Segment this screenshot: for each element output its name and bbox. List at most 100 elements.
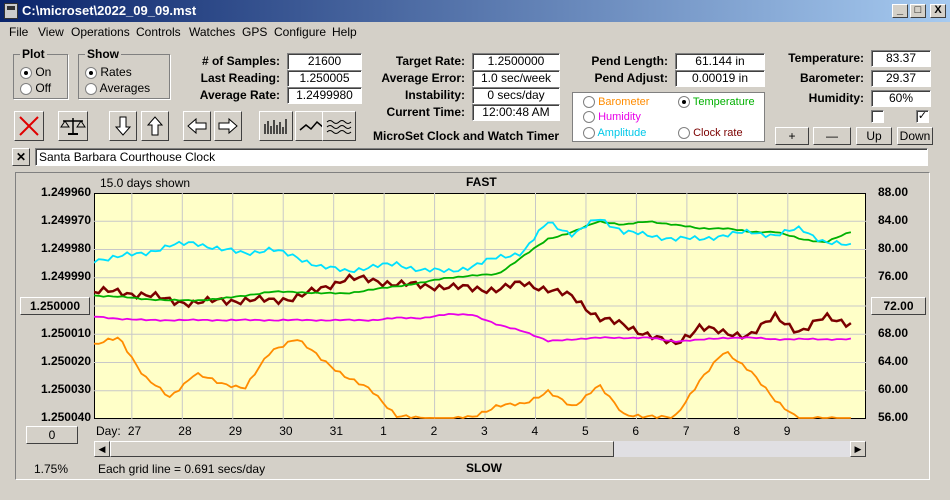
arrow-up-button[interactable] [141, 111, 169, 141]
bars-icon [264, 119, 287, 134]
down-button[interactable]: Down [897, 127, 933, 145]
y-right-tick: 64.00 [877, 354, 908, 368]
scales-icon [60, 118, 86, 135]
instability-label: Instability: [404, 88, 465, 102]
center-rate-button[interactable]: 1.250000 [20, 297, 90, 315]
percent-label: 1.75% [34, 462, 69, 476]
balance-button[interactable] [58, 111, 88, 141]
arrow-left-button[interactable] [183, 111, 211, 141]
arrow-right-button[interactable] [214, 111, 242, 141]
app-subtitle: MicroSet Clock and Watch Timer [373, 129, 560, 143]
day-tick-label: 6 [632, 424, 640, 438]
clock-name-field[interactable]: Santa Barbara Courthouse Clock [35, 148, 928, 166]
show-rates-option[interactable]: Rates [85, 65, 132, 79]
last-reading-field: 1.250005 [287, 70, 362, 87]
radio-icon[interactable] [20, 82, 32, 95]
day-tick-label: 8 [733, 424, 741, 438]
radio-icon[interactable] [85, 66, 97, 79]
checkbox-right-checked[interactable]: ✓ [916, 110, 929, 123]
overlay-temperature-option[interactable]: Temperature [678, 96, 755, 109]
show-averages-option[interactable]: Averages [85, 81, 150, 95]
plus-button[interactable]: + [775, 127, 809, 145]
y-left-tick: 1.250020 [40, 354, 91, 368]
chart-panel: 15.0 days shown FAST 1.249960 1.249970 1… [15, 172, 930, 480]
y-right-tick: 56.00 [877, 410, 908, 424]
stop-button[interactable] [14, 111, 44, 141]
radio-icon[interactable] [583, 96, 595, 109]
bars-view-button[interactable] [259, 111, 293, 141]
checkbox-left[interactable] [871, 110, 884, 123]
radio-icon[interactable] [583, 127, 595, 140]
horizontal-scrollbar[interactable]: ◀ ▶ [94, 441, 866, 457]
series-line-amplitude [94, 218, 852, 274]
wave-view-button[interactable] [322, 111, 356, 141]
plot-off-option[interactable]: Off [20, 81, 51, 95]
slow-label: SLOW [466, 461, 502, 475]
radio-icon[interactable] [85, 82, 97, 95]
overlay-clockrate-label: Clock rate [693, 127, 743, 139]
menu-gps[interactable]: GPS [242, 25, 268, 39]
fast-label: FAST [466, 175, 497, 189]
arrow-right-icon [218, 117, 238, 135]
plot-on-label: On [35, 65, 52, 79]
overlay-amplitude-option[interactable]: Amplitude [583, 127, 646, 140]
overlay-clockrate-option[interactable]: Clock rate [678, 127, 743, 140]
menu-operations[interactable]: Operations [71, 25, 130, 39]
maximize-button[interactable]: □ [910, 4, 926, 18]
radio-icon[interactable] [583, 111, 595, 124]
y-left-tick: 1.250010 [40, 326, 91, 340]
temperature-label: Temperature: [788, 51, 864, 65]
last-reading-label: Last Reading: [200, 71, 280, 85]
plot-on-option[interactable]: On [20, 65, 51, 79]
menu-controls[interactable]: Controls [136, 25, 181, 39]
clear-name-button[interactable]: ✕ [12, 148, 30, 166]
wave-icon [326, 120, 352, 134]
overlay-barometer-option[interactable]: Barometer [583, 96, 649, 109]
menu-configure[interactable]: Configure [274, 25, 327, 39]
y-left-tick: 1.250040 [40, 410, 91, 424]
scroll-thumb[interactable] [110, 441, 614, 457]
overlay-panel: Barometer Temperature Humidity Amplitude… [572, 92, 765, 142]
y-left-tick: 1.249960 [40, 185, 91, 199]
y-right-tick: 60.00 [877, 382, 908, 396]
up-button[interactable]: Up [856, 127, 892, 145]
menu-help[interactable]: Help [332, 25, 357, 39]
minimize-button[interactable]: _ [892, 4, 908, 18]
arrow-down-button[interactable] [109, 111, 137, 141]
series-line-temperature [94, 220, 852, 302]
plot-off-label: Off [35, 81, 52, 95]
title-bar: C:\microset\2022_09_09.mst _ □ X [0, 0, 950, 22]
target-rate-field[interactable]: 1.2500000 [472, 53, 560, 70]
samples-field: 21600 [287, 53, 362, 70]
y-right-tick: 68.00 [877, 326, 908, 340]
humidity-field: 60% [871, 90, 931, 107]
y-right-tick: 76.00 [877, 269, 908, 283]
minus-button[interactable]: — [813, 127, 851, 145]
radio-icon[interactable] [20, 66, 32, 79]
center-temp-button[interactable]: 72.00 [871, 297, 926, 315]
scroll-left-button[interactable]: ◀ [94, 441, 110, 457]
temperature-field: 83.37 [871, 50, 931, 67]
day-tick-label: 31 [329, 424, 344, 438]
day-tick-label: 1 [380, 424, 387, 438]
x-icon [19, 116, 39, 136]
y-right-tick: 84.00 [877, 213, 908, 227]
close-window-button[interactable]: X [930, 4, 946, 18]
y-left-tick: 1.249970 [40, 213, 91, 227]
overlay-humidity-option[interactable]: Humidity [583, 111, 641, 124]
y-right-tick: 80.00 [877, 241, 908, 255]
instability-field: 0 secs/day [472, 87, 560, 104]
radio-icon[interactable] [678, 96, 690, 109]
menu-file[interactable]: File [9, 25, 29, 39]
offset-button[interactable]: 0 [26, 426, 78, 444]
pend-length-label: Pend Length: [591, 54, 668, 68]
menu-view[interactable]: View [38, 25, 64, 39]
radio-icon[interactable] [678, 127, 690, 140]
day-tick-label: 5 [581, 424, 589, 438]
scroll-right-button[interactable]: ▶ [850, 441, 866, 457]
plot-group: Plot On Off [13, 47, 68, 99]
day-tick-label: 27 [127, 424, 142, 438]
day-tick-label: 7 [682, 424, 690, 438]
menu-watches[interactable]: Watches [189, 25, 236, 39]
show-averages-label: Averages [99, 81, 151, 95]
